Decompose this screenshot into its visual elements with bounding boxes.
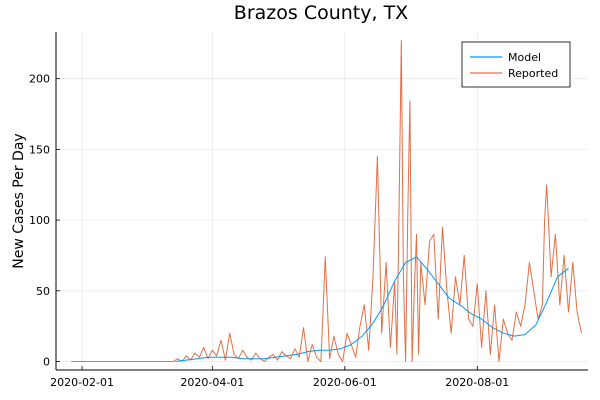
grid <box>56 32 588 370</box>
legend-box <box>461 41 571 88</box>
x-tick-label: 2020-06-01 <box>313 376 377 389</box>
y-tick-label: 200 <box>29 73 50 86</box>
y-tick-label: 100 <box>29 214 50 227</box>
y-tick-label: 150 <box>29 143 50 156</box>
legend: Model Reported <box>461 41 571 88</box>
chart-title: Brazos County, TX <box>234 2 408 24</box>
y-tick-label: 0 <box>43 356 50 369</box>
legend-label-model: Model <box>508 51 541 64</box>
x-tick-label: 2020-02-01 <box>50 376 114 389</box>
y-tick-label: 50 <box>36 285 50 298</box>
series-layer <box>71 40 582 362</box>
series-line-reported <box>71 40 582 362</box>
legend-label-reported: Reported <box>508 67 558 80</box>
axes: 2020-02-01 2020-04-01 2020-06-01 2020-08-01… <box>29 32 588 389</box>
y-axis-title: New Cases Per Day <box>11 133 27 268</box>
series-line-model <box>175 256 569 362</box>
x-tick-label: 2020-04-01 <box>180 376 244 389</box>
x-tick-label: 2020-08-01 <box>445 376 509 389</box>
